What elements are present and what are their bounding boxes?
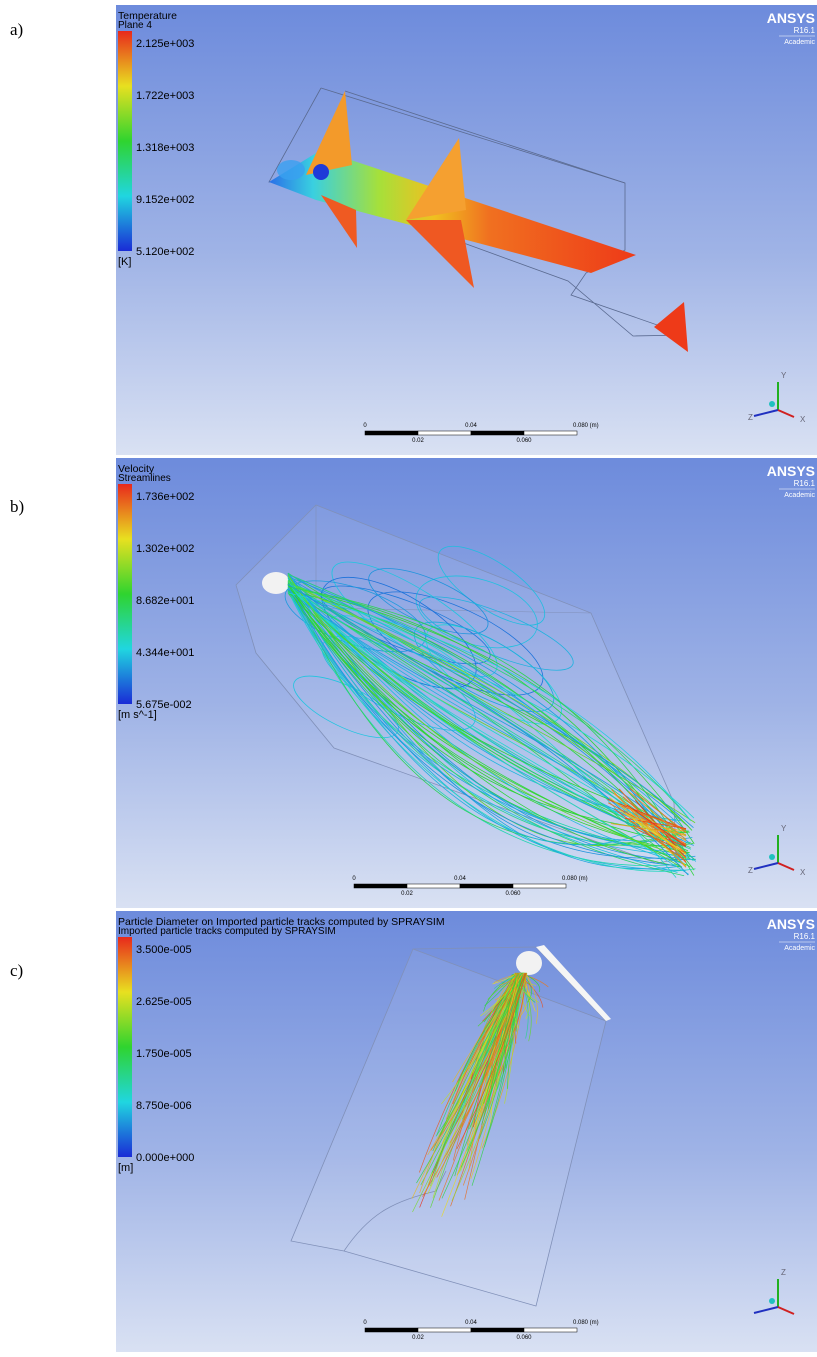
axis-label: Y bbox=[781, 824, 787, 833]
panel: VelocityStreamlines1.736e+0021.302e+0028… bbox=[116, 458, 817, 908]
axis-label: X bbox=[800, 868, 806, 877]
axis-label: Z bbox=[748, 413, 753, 422]
scale-bar-label: 0.04 bbox=[465, 423, 477, 429]
logo-name: ANSYS bbox=[767, 463, 815, 479]
color-bar-label: 1.750e-005 bbox=[136, 1048, 192, 1060]
panel-label: b) bbox=[10, 497, 24, 516]
color-bar-label: 2.125e+003 bbox=[136, 38, 194, 50]
logo-name: ANSYS bbox=[767, 916, 815, 932]
scale-bar-segment bbox=[524, 431, 577, 435]
scale-bar-segment bbox=[513, 884, 566, 888]
legend-subtitle: Plane 4 bbox=[118, 20, 152, 31]
scale-bar-label: 0.080 (m) bbox=[573, 1320, 599, 1326]
color-bar-label: 0.000e+000 bbox=[136, 1152, 194, 1164]
color-bar bbox=[118, 31, 132, 251]
color-bar-label: 1.302e+002 bbox=[136, 543, 194, 555]
panel-label: c) bbox=[10, 961, 23, 980]
scale-bar-segment bbox=[354, 884, 407, 888]
scale-bar-label: 0.060 bbox=[516, 438, 532, 444]
panel: Particle Diameter on Imported particle t… bbox=[116, 911, 817, 1352]
legend-subtitle: Imported particle tracks computed by SPR… bbox=[118, 926, 336, 937]
logo-version: R16.1 bbox=[794, 26, 816, 35]
color-bar-label: 8.750e-006 bbox=[136, 1100, 192, 1112]
axis-label: Z bbox=[748, 866, 753, 875]
logo-version: R16.1 bbox=[794, 932, 816, 941]
axis-label: X bbox=[800, 415, 806, 424]
axis-label: Z bbox=[781, 1268, 786, 1277]
temperature-hotspot bbox=[313, 164, 329, 180]
panel-label: a) bbox=[10, 20, 23, 39]
legend-subtitle: Streamlines bbox=[118, 473, 171, 484]
scale-bar-label: 0.02 bbox=[412, 1335, 424, 1341]
color-bar bbox=[118, 484, 132, 704]
scale-bar-segment bbox=[471, 1328, 524, 1332]
scale-bar-label: 0.04 bbox=[454, 876, 466, 882]
color-bar-unit: [K] bbox=[118, 256, 131, 268]
temperature-hotspot bbox=[277, 160, 305, 180]
axis-origin bbox=[769, 854, 775, 860]
scale-bar-label: 0.080 (m) bbox=[562, 876, 588, 882]
page: {"figure": {"panels": [ {"label": "a)", … bbox=[0, 0, 817, 1352]
color-bar-label: 3.500e-005 bbox=[136, 944, 192, 956]
figure: a)TemperaturePlane 42.125e+0031.722e+003… bbox=[0, 0, 817, 1352]
scale-bar-label: 0.02 bbox=[401, 891, 413, 897]
color-bar-unit: [m s^-1] bbox=[118, 709, 157, 721]
inlet bbox=[516, 951, 542, 975]
scale-bar-segment bbox=[460, 884, 513, 888]
scale-bar-label: 0.04 bbox=[465, 1320, 477, 1326]
color-bar-label: 2.625e-005 bbox=[136, 996, 192, 1008]
scale-bar-label: 0.060 bbox=[505, 891, 521, 897]
logo-edition: Academic bbox=[784, 39, 815, 46]
scale-bar-segment bbox=[524, 1328, 577, 1332]
scale-bar-segment bbox=[365, 431, 418, 435]
logo-name: ANSYS bbox=[767, 10, 815, 26]
inlet bbox=[262, 572, 290, 594]
color-bar-label: 4.344e+001 bbox=[136, 647, 194, 659]
color-bar-label: 9.152e+002 bbox=[136, 194, 194, 206]
scale-bar-segment bbox=[418, 431, 471, 435]
scale-bar-label: 0.02 bbox=[412, 438, 424, 444]
color-bar-label: 1.318e+003 bbox=[136, 142, 194, 154]
color-bar-label: 5.120e+002 bbox=[136, 246, 194, 258]
axis-origin bbox=[769, 401, 775, 407]
scale-bar-segment bbox=[418, 1328, 471, 1332]
logo-edition: Academic bbox=[784, 492, 815, 499]
scale-bar-segment bbox=[407, 884, 460, 888]
scale-bar-label: 0.060 bbox=[516, 1335, 532, 1341]
color-bar-label: 8.682e+001 bbox=[136, 595, 194, 607]
color-bar-label: 1.722e+003 bbox=[136, 90, 194, 102]
scale-bar-segment bbox=[365, 1328, 418, 1332]
logo-version: R16.1 bbox=[794, 479, 816, 488]
logo-edition: Academic bbox=[784, 945, 815, 952]
scale-bar-segment bbox=[471, 431, 524, 435]
color-bar bbox=[118, 937, 132, 1157]
color-bar-unit: [m] bbox=[118, 1162, 133, 1174]
axis-label: Y bbox=[781, 371, 787, 380]
axis-origin bbox=[769, 1298, 775, 1304]
panel: TemperaturePlane 42.125e+0031.722e+0031.… bbox=[116, 5, 817, 455]
scale-bar-label: 0.080 (m) bbox=[573, 423, 599, 429]
color-bar-label: 1.736e+002 bbox=[136, 491, 194, 503]
